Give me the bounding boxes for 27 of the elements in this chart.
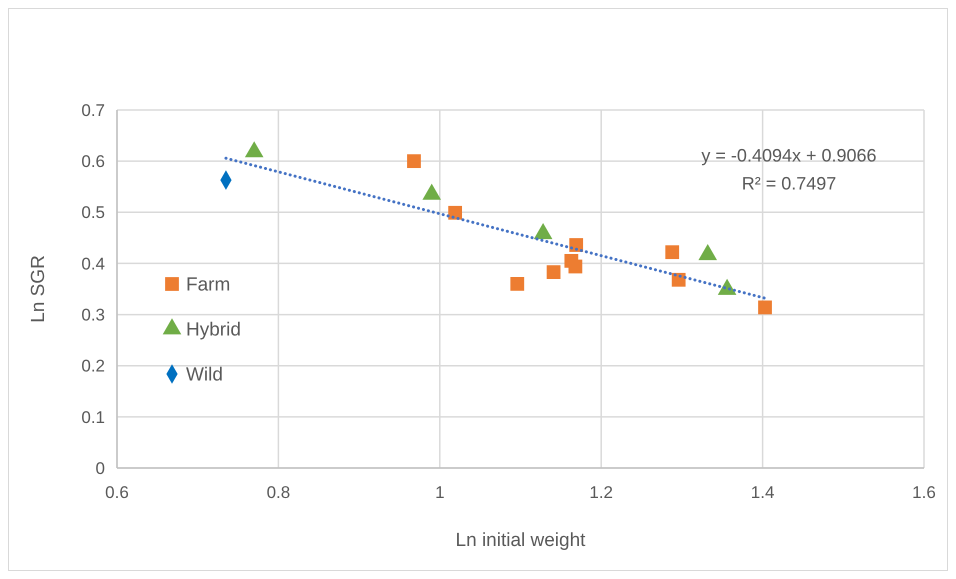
point [665, 245, 680, 260]
y-tick-label: 0.6 [81, 152, 105, 172]
x-tick-label: 0.8 [266, 483, 290, 502]
annotation: R² = 0.7497 [742, 173, 836, 194]
x-tick-label: 1 [435, 483, 445, 502]
y-axis-title: Ln SGR [28, 255, 49, 323]
legend-label: Hybrid [186, 320, 241, 341]
y-tick-label: 0.7 [81, 100, 105, 120]
y-tick-label: 0.3 [81, 306, 105, 325]
point [510, 276, 524, 291]
x-tick-label: 0.6 [105, 483, 129, 502]
legend-label: Farm [186, 274, 230, 296]
y-tick-label: 0.4 [81, 254, 105, 274]
point [407, 154, 421, 168]
legend-label: Wild [186, 364, 223, 386]
x-tick-label: 1.6 [912, 483, 936, 502]
x-tick-label: 1.2 [589, 483, 614, 502]
y-tick-label: 0.1 [81, 408, 105, 427]
y-tick-label: 0 [96, 458, 105, 478]
x-tick-label: 1.4 [750, 483, 774, 502]
annotation: y = -0.4094x + 0.9066 [701, 145, 877, 166]
point [758, 300, 772, 314]
y-tick-label: 0.2 [81, 356, 105, 376]
point [568, 260, 582, 274]
point [546, 265, 560, 280]
x-axis-title: Ln initial weight [456, 530, 586, 551]
y-tick-label: 0.5 [81, 203, 105, 222]
